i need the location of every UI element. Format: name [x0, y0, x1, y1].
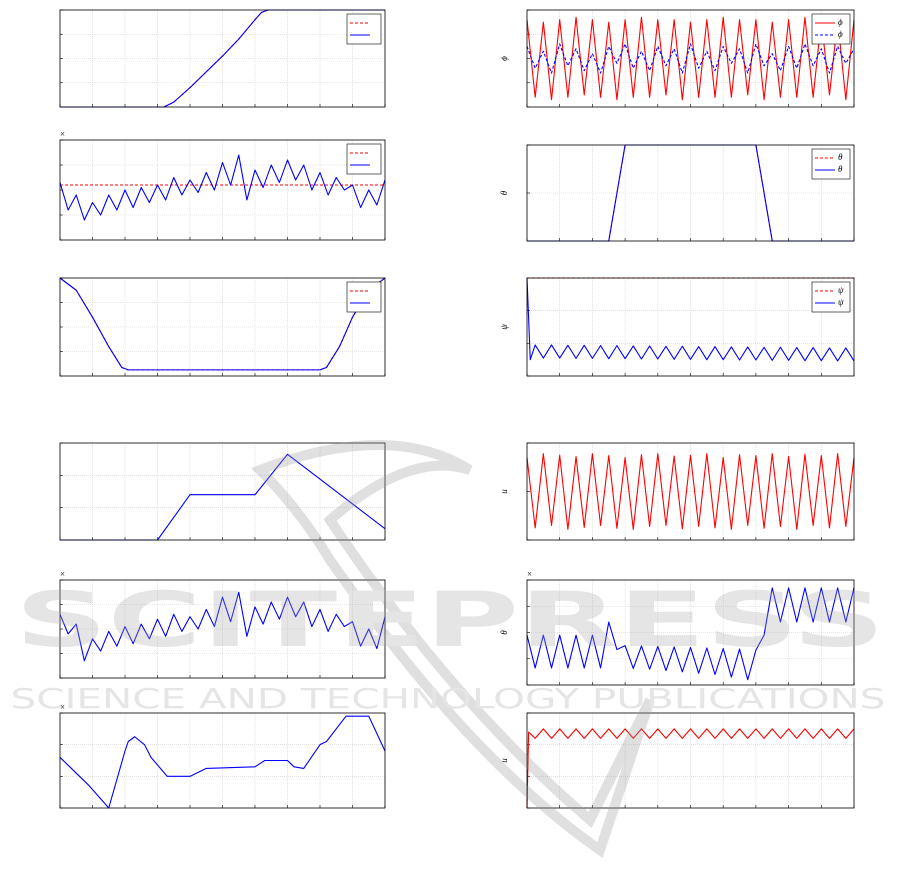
- axis-multiplier: ×: [527, 569, 532, 579]
- legend-box: [811, 281, 851, 313]
- y-axis-label: ψ: [499, 324, 509, 330]
- plot-frame: [59, 442, 386, 541]
- series-line: [59, 277, 386, 371]
- legend-label: θ: [838, 152, 843, 162]
- y-axis-label: θ: [499, 630, 509, 635]
- legend-label: ϕ: [838, 17, 843, 27]
- axis-multiplier: ×: [60, 569, 65, 579]
- legend-box: [346, 281, 382, 313]
- y-axis-label: u: [499, 758, 509, 763]
- plot-frame: [59, 712, 386, 809]
- watermark-logo: [251, 440, 655, 858]
- axis-multiplier: ×: [60, 702, 65, 712]
- plot-frame: [526, 9, 855, 108]
- series-line: [526, 728, 855, 809]
- watermark-title: SCITEPRESS: [15, 575, 885, 664]
- plot-frame: [59, 277, 386, 377]
- plot-frame: [59, 9, 386, 108]
- series-line: [526, 16, 855, 101]
- series-line: [526, 587, 855, 681]
- legend-label: ψ: [838, 297, 844, 307]
- watermark: SCITEPRESS SCIENCE AND TECHNOLOGY PUBLIC…: [11, 440, 886, 858]
- series-line: [59, 154, 386, 221]
- legend-box: [346, 13, 382, 45]
- plot-frame: [526, 144, 855, 242]
- plot-frame: [526, 579, 855, 686]
- series-line: [59, 715, 386, 809]
- legend-label: ψ: [838, 285, 844, 295]
- watermark-subtitle: SCIENCE AND TECHNOLOGY PUBLICATIONS: [11, 682, 886, 715]
- plot-frame: [526, 277, 855, 377]
- legend-box: [346, 143, 382, 175]
- legend-label: ϕ: [838, 29, 843, 39]
- series-line: [526, 277, 855, 362]
- plot-frame: [59, 579, 386, 679]
- plot-frame: [526, 712, 855, 809]
- axis-multiplier: ×: [60, 129, 65, 139]
- series-line: [60, 9, 385, 108]
- series-line: [526, 43, 855, 74]
- legend-label: θ: [838, 164, 843, 174]
- legend-box: [811, 148, 851, 180]
- series-line: [59, 591, 386, 662]
- y-axis-label: u: [499, 489, 509, 494]
- plot-frame: [59, 139, 386, 241]
- legend-box: [811, 13, 851, 45]
- plot-frame: [526, 442, 855, 541]
- series-line: [526, 453, 855, 530]
- y-axis-label: ϕ: [499, 56, 509, 61]
- y-axis-label: θ: [499, 190, 509, 195]
